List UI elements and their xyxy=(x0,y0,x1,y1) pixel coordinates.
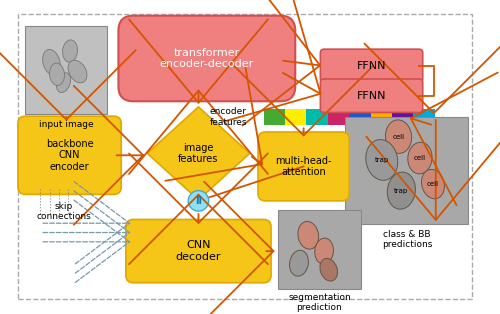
Ellipse shape xyxy=(422,170,444,199)
Circle shape xyxy=(188,191,208,211)
Ellipse shape xyxy=(50,63,64,85)
Bar xyxy=(414,109,435,126)
Text: class & BB
predictions: class & BB predictions xyxy=(382,230,432,249)
Bar xyxy=(344,117,469,224)
Ellipse shape xyxy=(366,140,398,180)
Ellipse shape xyxy=(408,142,432,174)
Ellipse shape xyxy=(386,120,411,153)
Bar xyxy=(370,109,392,126)
Bar xyxy=(392,109,413,126)
Ellipse shape xyxy=(320,258,338,281)
Ellipse shape xyxy=(388,172,415,209)
Ellipse shape xyxy=(315,238,334,264)
FancyBboxPatch shape xyxy=(258,132,349,201)
Ellipse shape xyxy=(56,73,70,93)
Text: FFNN: FFNN xyxy=(357,61,386,71)
Text: segmentation
prediction: segmentation prediction xyxy=(288,293,351,312)
Text: multi-head-
attention: multi-head- attention xyxy=(276,156,332,177)
Text: input image: input image xyxy=(39,120,94,129)
Bar xyxy=(349,109,370,126)
Ellipse shape xyxy=(298,221,318,249)
Text: transformer
encoder-decoder: transformer encoder-decoder xyxy=(160,48,254,69)
Text: cell: cell xyxy=(427,181,439,187)
Text: encoder
features: encoder features xyxy=(210,107,247,127)
Bar xyxy=(264,109,285,126)
Text: CNN
decoder: CNN decoder xyxy=(176,240,221,262)
FancyBboxPatch shape xyxy=(18,116,121,194)
Text: skip
connections: skip connections xyxy=(36,202,91,221)
FancyBboxPatch shape xyxy=(320,79,422,112)
Text: trap: trap xyxy=(394,188,408,194)
Text: cell: cell xyxy=(392,134,404,140)
Text: image
features: image features xyxy=(178,143,218,164)
Ellipse shape xyxy=(68,60,87,83)
Text: II: II xyxy=(195,196,202,206)
Bar xyxy=(26,26,108,114)
Bar xyxy=(306,109,328,126)
Ellipse shape xyxy=(62,40,78,62)
Bar xyxy=(285,109,306,126)
FancyBboxPatch shape xyxy=(118,16,295,101)
Text: backbone
CNN
encoder: backbone CNN encoder xyxy=(46,139,94,172)
Bar xyxy=(328,109,349,126)
Text: cell: cell xyxy=(414,155,426,161)
Text: FFNN: FFNN xyxy=(357,91,386,101)
Polygon shape xyxy=(148,107,250,200)
FancyBboxPatch shape xyxy=(126,219,271,283)
Ellipse shape xyxy=(42,49,60,75)
Ellipse shape xyxy=(290,250,308,276)
Text: trap: trap xyxy=(374,157,389,163)
FancyBboxPatch shape xyxy=(320,49,422,83)
Bar xyxy=(278,210,361,289)
